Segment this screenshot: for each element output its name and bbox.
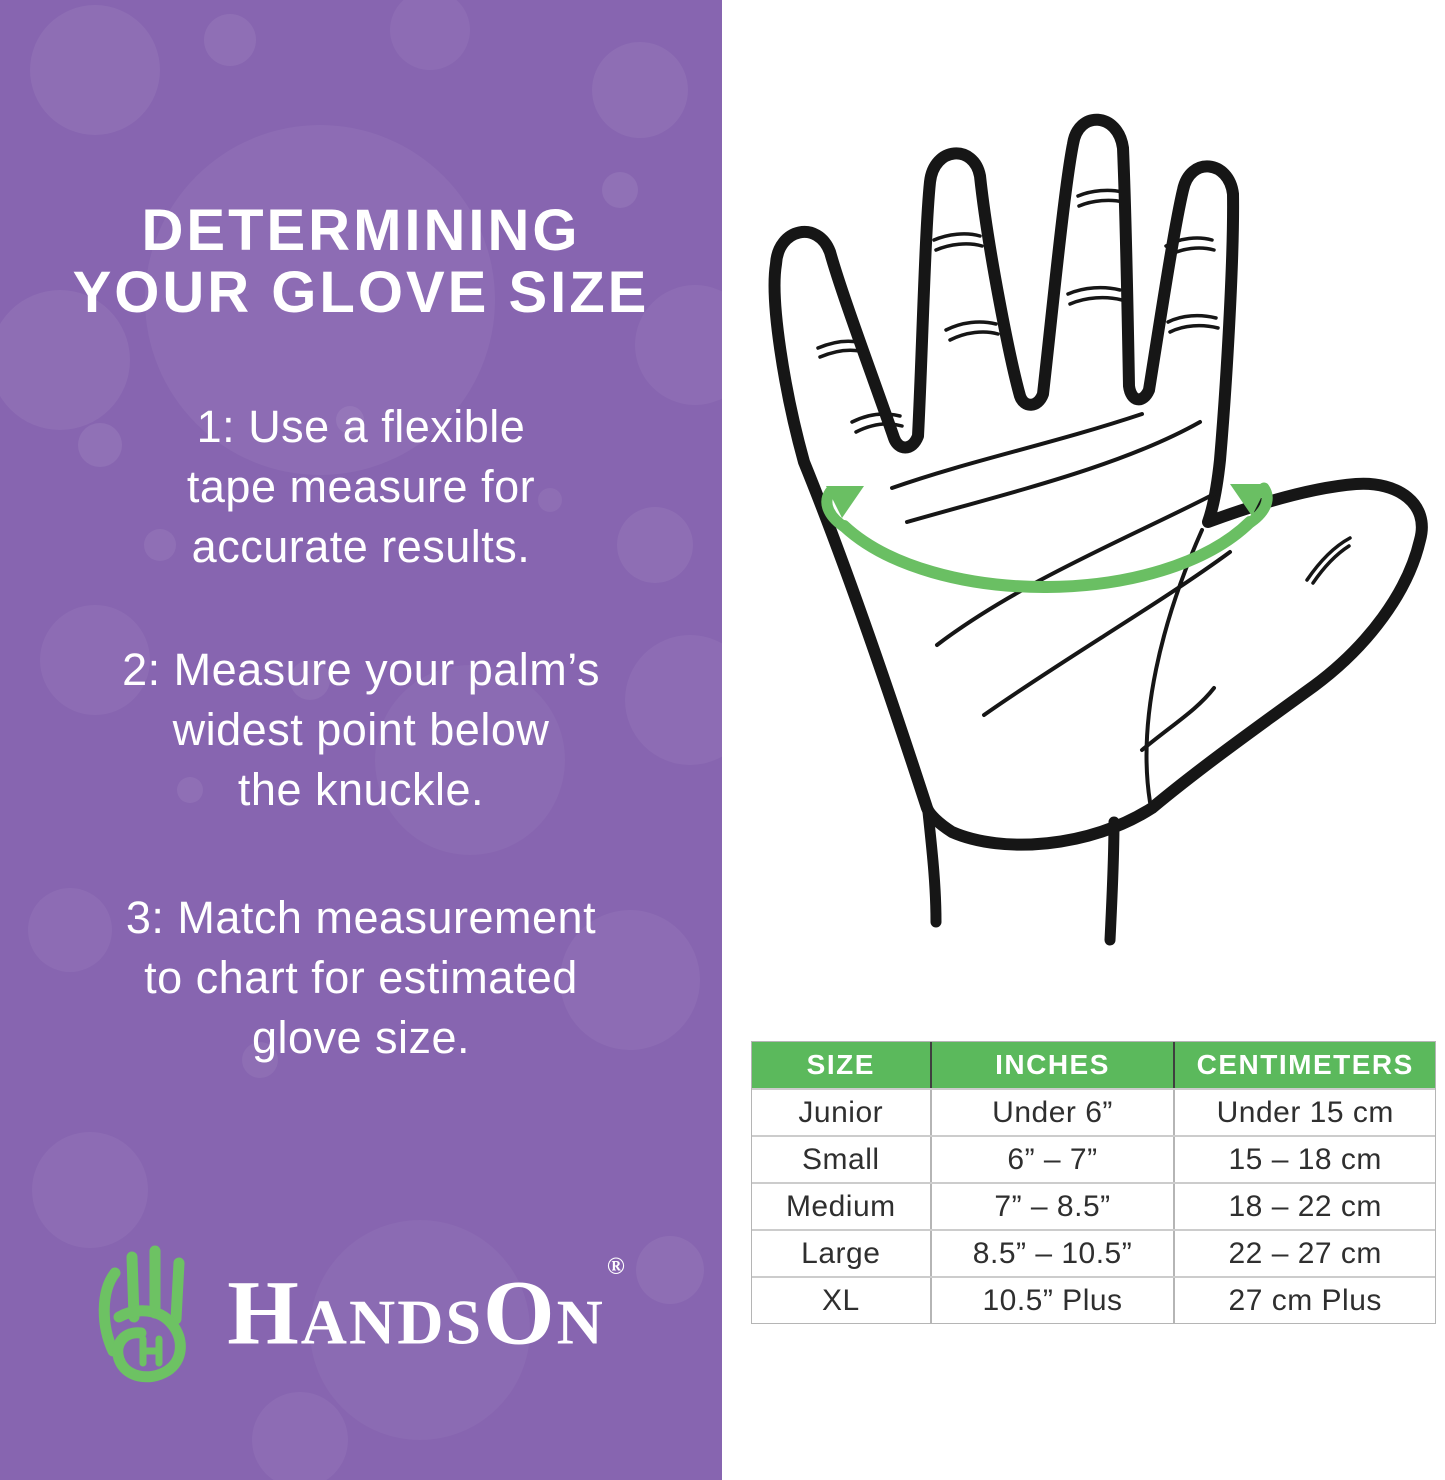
step-1: 1: Use a flexible tape measure for accur… <box>0 397 722 577</box>
cell-cm: 27 cm Plus <box>1228 1283 1382 1317</box>
page-title: DETERMINING YOUR GLOVE SIZE <box>0 200 722 324</box>
cell-size: Large <box>801 1236 881 1270</box>
table-row-medium: Medium 7” – 8.5” 18 – 22 cm <box>752 1182 1435 1229</box>
step-2-line3: the knuckle. <box>237 764 485 815</box>
brand-logo: HandsOn® <box>0 1238 722 1388</box>
step-1-line3: accurate results. <box>191 521 531 572</box>
table-row-xl: XL 10.5” Plus 27 cm Plus <box>752 1276 1435 1323</box>
brand-name-text: HandsOn <box>227 1261 605 1364</box>
cell-inches: 8.5” – 10.5” <box>929 1231 1176 1276</box>
step-1-line2: tape measure for <box>186 461 536 512</box>
table-row-large: Large 8.5” – 10.5” 22 – 27 cm <box>752 1229 1435 1276</box>
measurement-arrow-left-head <box>826 486 864 518</box>
cell-cm: Under 15 cm <box>1216 1095 1394 1129</box>
page-title-line2: YOUR GLOVE SIZE <box>72 260 650 325</box>
handson-logo-hand-icon <box>98 1245 186 1383</box>
column-header-size: SIZE <box>806 1049 875 1080</box>
hand-measurement-illustration <box>768 113 1428 946</box>
column-header-inches: INCHES <box>929 1042 1176 1088</box>
cell-cm: 15 – 18 cm <box>1228 1142 1382 1176</box>
step-2-line1: 2: Measure your palm’s <box>122 644 600 695</box>
step-3-line2: to chart for estimated <box>144 952 578 1003</box>
knuckle-creases <box>816 188 1352 585</box>
glove-size-chart: SIZE INCHES CENTIMETERS Junior Under 6” … <box>751 1041 1436 1324</box>
cell-cm: 18 – 22 cm <box>1228 1189 1382 1223</box>
illustration-panel: SIZE INCHES CENTIMETERS Junior Under 6” … <box>722 0 1445 1480</box>
cell-size: Medium <box>785 1189 896 1223</box>
table-row-junior: Junior Under 6” Under 15 cm <box>752 1088 1435 1135</box>
step-2: 2: Measure your palm’s widest point belo… <box>0 640 722 820</box>
wrist-lines <box>922 806 1120 946</box>
table-header-row: SIZE INCHES CENTIMETERS <box>752 1042 1435 1088</box>
measurement-arrow-band <box>838 516 1256 593</box>
cell-size: XL <box>821 1283 860 1317</box>
step-3-line1: 3: Match measurement <box>125 892 597 943</box>
cell-inches: Under 6” <box>929 1090 1176 1135</box>
cell-cm: 22 – 27 cm <box>1228 1236 1382 1270</box>
brand-wordmark: HandsOn® <box>227 1254 625 1359</box>
cell-size: Junior <box>798 1095 884 1129</box>
cell-inches: 6” – 7” <box>929 1137 1176 1182</box>
cell-size: Small <box>802 1142 880 1176</box>
palm-lines <box>890 412 1232 804</box>
cell-inches: 10.5” Plus <box>929 1278 1176 1323</box>
page-title-line1: DETERMINING <box>141 198 581 263</box>
step-1-line1: 1: Use a flexible <box>196 401 526 452</box>
registered-trademark-symbol: ® <box>606 1254 627 1281</box>
instructions-panel: DETERMINING YOUR GLOVE SIZE 1: Use a fle… <box>0 0 722 1480</box>
cell-inches: 7” – 8.5” <box>929 1184 1176 1229</box>
measurement-arrow-right-head <box>1230 484 1268 516</box>
step-2-line2: widest point below <box>172 704 550 755</box>
measurement-arrow-left-hook <box>821 486 852 534</box>
step-3-line3: glove size. <box>251 1012 471 1063</box>
measurement-arrow-right-hook <box>1242 482 1273 530</box>
table-row-small: Small 6” – 7” 15 – 18 cm <box>752 1135 1435 1182</box>
column-header-centimeters: CENTIMETERS <box>1196 1049 1414 1080</box>
step-3: 3: Match measurement to chart for estima… <box>0 888 722 1068</box>
measurement-arrow <box>821 482 1273 593</box>
hand-outline <box>768 113 1428 851</box>
